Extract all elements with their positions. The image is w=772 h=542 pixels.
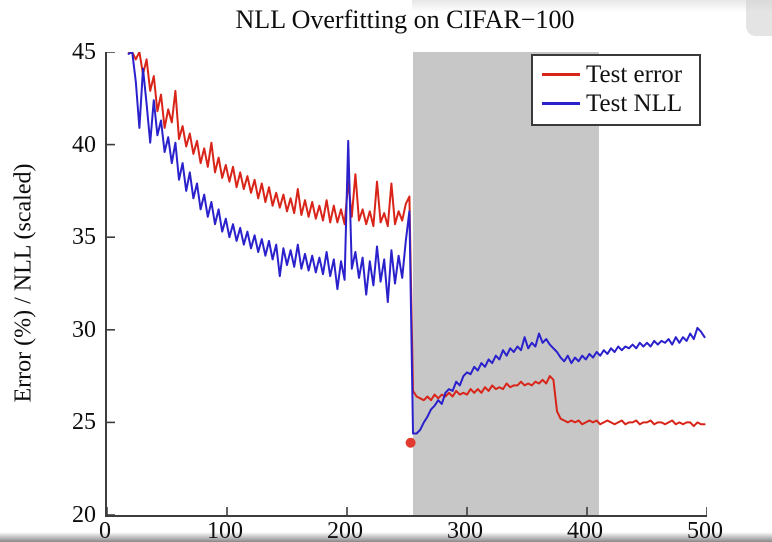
y-axis-label: Error (%) / NLL (scaled) — [10, 163, 37, 403]
test-error-line-sample — [542, 73, 580, 76]
legend-item-test-nll: Test NLL — [533, 89, 699, 118]
overfitting-region — [413, 52, 599, 515]
test-nll-line-sample — [542, 102, 580, 105]
video-overlay-gradient — [412, 0, 772, 12]
legend-label-test-error: Test error — [586, 60, 683, 88]
legend-label-test-nll: Test NLL — [586, 89, 683, 117]
chart-title: NLL Overfitting on CIFAR−100 — [235, 5, 575, 34]
y-tick-label: 45 — [72, 39, 96, 65]
y-tick-label: 35 — [72, 224, 96, 251]
legend: Test error Test NLL — [531, 54, 701, 126]
y-tick-label: 25 — [72, 409, 96, 436]
y-tick-label: 30 — [72, 316, 96, 343]
min-point-marker — [405, 437, 416, 448]
test-error-line — [127, 52, 706, 428]
legend-item-test-error: Test error — [533, 60, 699, 89]
video-bottom-shade — [0, 532, 772, 542]
y-tick-label: 20 — [72, 502, 96, 528]
plot-area — [105, 52, 707, 517]
y-tick-label: 40 — [72, 131, 96, 158]
video-overlay-artifact — [746, 0, 772, 36]
plot-canvas — [107, 52, 707, 515]
test-nll-line — [127, 52, 706, 435]
